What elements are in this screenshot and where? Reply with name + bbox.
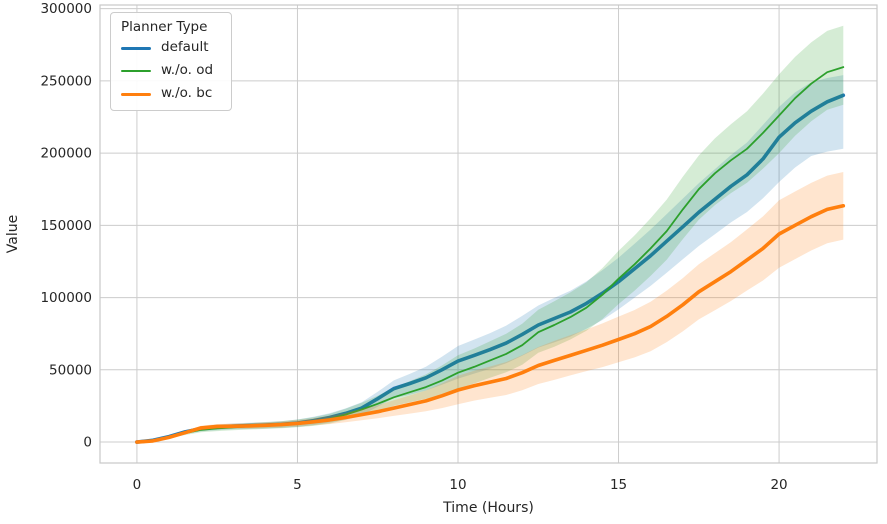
series-line-2 [135, 204, 846, 444]
legend-title: Planner Type [121, 19, 208, 35]
x-tick-label: 0 [133, 477, 142, 493]
legend-line-swatch-default [121, 46, 151, 50]
x-axis-label: Time (Hours) [442, 500, 534, 516]
legend-label-default: default [161, 39, 209, 56]
legend-label-wo-od: w./o. od [161, 62, 214, 79]
y-tick-label: 200000 [40, 146, 92, 162]
x-tick-label: 15 [610, 477, 627, 493]
confidence-band-1 [136, 25, 844, 443]
x-tick-label: 10 [449, 477, 466, 493]
y-tick-label: 50000 [49, 362, 92, 378]
axes-border [99, 4, 878, 464]
legend-label-wo-bc: w./o. bc [161, 85, 213, 102]
y-tick-label: 100000 [40, 290, 92, 306]
y-tick-label: 250000 [40, 73, 92, 89]
y-tick-label: 0 [83, 435, 92, 451]
legend-line-swatch-wo-bc [121, 92, 151, 96]
legend-line-swatch-wo-od [121, 70, 151, 72]
legend-item-wo-bc: w./o. bc [121, 85, 219, 102]
y-axis-label: Value [5, 215, 21, 253]
legend-item-wo-od: w./o. od [121, 62, 219, 79]
confidence-band-2 [136, 172, 844, 443]
x-tick-label: 5 [293, 477, 302, 493]
legend-item-default: default [121, 39, 219, 56]
y-tick-label: 150000 [40, 218, 92, 234]
x-tick-label: 20 [770, 477, 787, 493]
legend: Planner Type default w./o. od w./o. bc [110, 12, 232, 111]
y-tick-label: 300000 [40, 1, 92, 17]
